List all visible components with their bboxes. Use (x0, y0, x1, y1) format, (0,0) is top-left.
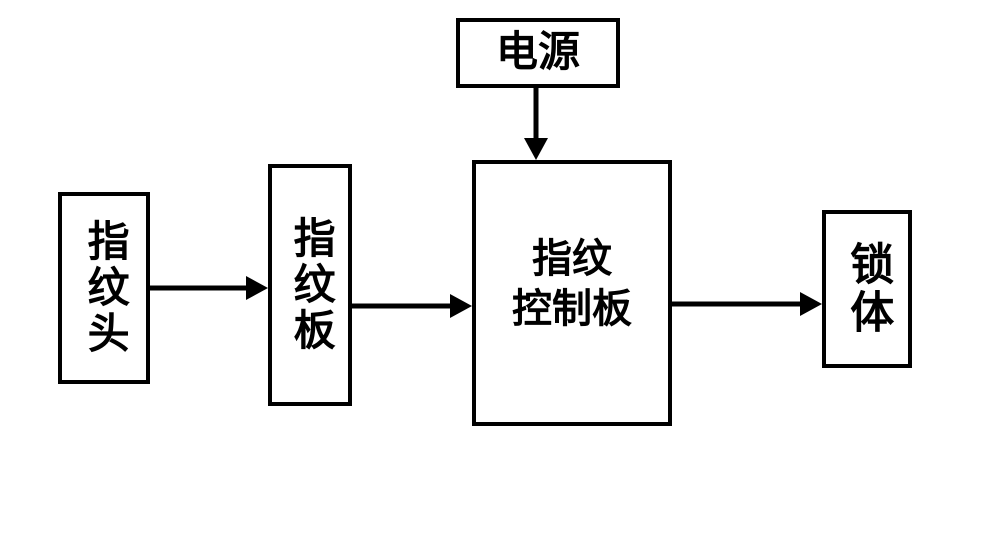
control-board-line1: 指纹 (512, 234, 632, 284)
arrow-board-to-control (352, 286, 472, 326)
node-fingerprint-head: 指纹头 (58, 192, 150, 384)
node-power-label: 电源 (496, 28, 580, 78)
node-fingerprint-board: 指纹板 (268, 164, 352, 406)
arrow-control-to-lock (672, 284, 822, 324)
node-power: 电源 (456, 18, 620, 88)
arrow-head-to-board (150, 268, 268, 308)
node-lock-body: 锁体 (822, 210, 912, 368)
control-board-line2: 控制板 (512, 284, 632, 334)
node-fingerprint-board-label: 指纹板 (287, 216, 333, 354)
node-fingerprint-control-board-label: 指纹 控制板 (512, 234, 632, 334)
node-fingerprint-head-label: 指纹头 (81, 219, 127, 357)
node-lock-body-label: 锁体 (843, 241, 891, 337)
arrow-power-to-control (516, 88, 556, 160)
node-fingerprint-control-board: 指纹 控制板 (472, 160, 672, 426)
